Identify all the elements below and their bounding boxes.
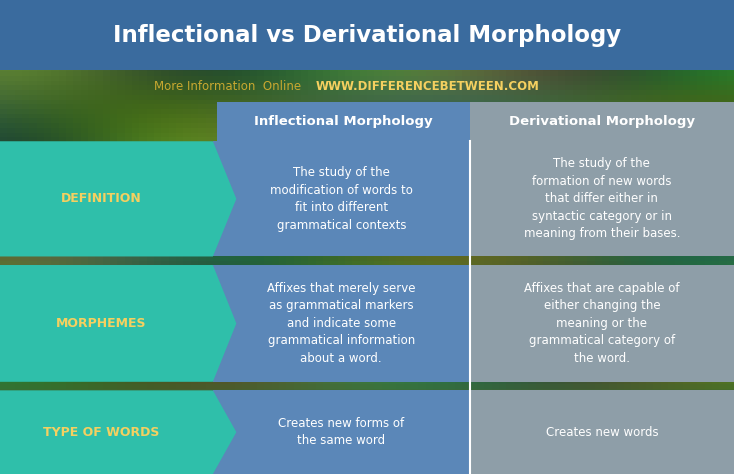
Polygon shape xyxy=(0,141,236,256)
FancyBboxPatch shape xyxy=(470,141,734,256)
FancyBboxPatch shape xyxy=(470,391,734,474)
Text: Inflectional vs Derivational Morphology: Inflectional vs Derivational Morphology xyxy=(113,24,621,46)
Text: Affixes that are capable of
either changing the
meaning or the
grammatical categ: Affixes that are capable of either chang… xyxy=(524,282,680,365)
Text: DEFINITION: DEFINITION xyxy=(60,192,142,205)
Text: The study of the
modification of words to
fit into different
grammatical context: The study of the modification of words t… xyxy=(270,166,413,232)
Text: More Information  Online: More Information Online xyxy=(153,80,308,93)
Text: Derivational Morphology: Derivational Morphology xyxy=(509,115,695,128)
Text: WWW.DIFFERENCEBETWEEN.COM: WWW.DIFFERENCEBETWEEN.COM xyxy=(316,80,539,93)
Text: The study of the
formation of new words
that differ either in
syntactic category: The study of the formation of new words … xyxy=(523,157,680,240)
Text: MORPHEMES: MORPHEMES xyxy=(56,317,146,330)
Text: Affixes that merely serve
as grammatical markers
and indicate some
grammatical i: Affixes that merely serve as grammatical… xyxy=(267,282,415,365)
Text: Creates new words: Creates new words xyxy=(545,426,658,438)
FancyBboxPatch shape xyxy=(217,102,470,141)
Text: Creates new forms of
the same word: Creates new forms of the same word xyxy=(278,417,404,447)
Text: TYPE OF WORDS: TYPE OF WORDS xyxy=(43,426,159,438)
Text: Inflectional Morphology: Inflectional Morphology xyxy=(254,115,432,128)
FancyBboxPatch shape xyxy=(213,265,470,382)
FancyBboxPatch shape xyxy=(470,265,734,382)
FancyBboxPatch shape xyxy=(213,141,470,256)
FancyBboxPatch shape xyxy=(213,391,470,474)
FancyBboxPatch shape xyxy=(0,0,734,70)
Polygon shape xyxy=(0,391,236,474)
Polygon shape xyxy=(0,265,236,382)
FancyBboxPatch shape xyxy=(470,102,734,141)
